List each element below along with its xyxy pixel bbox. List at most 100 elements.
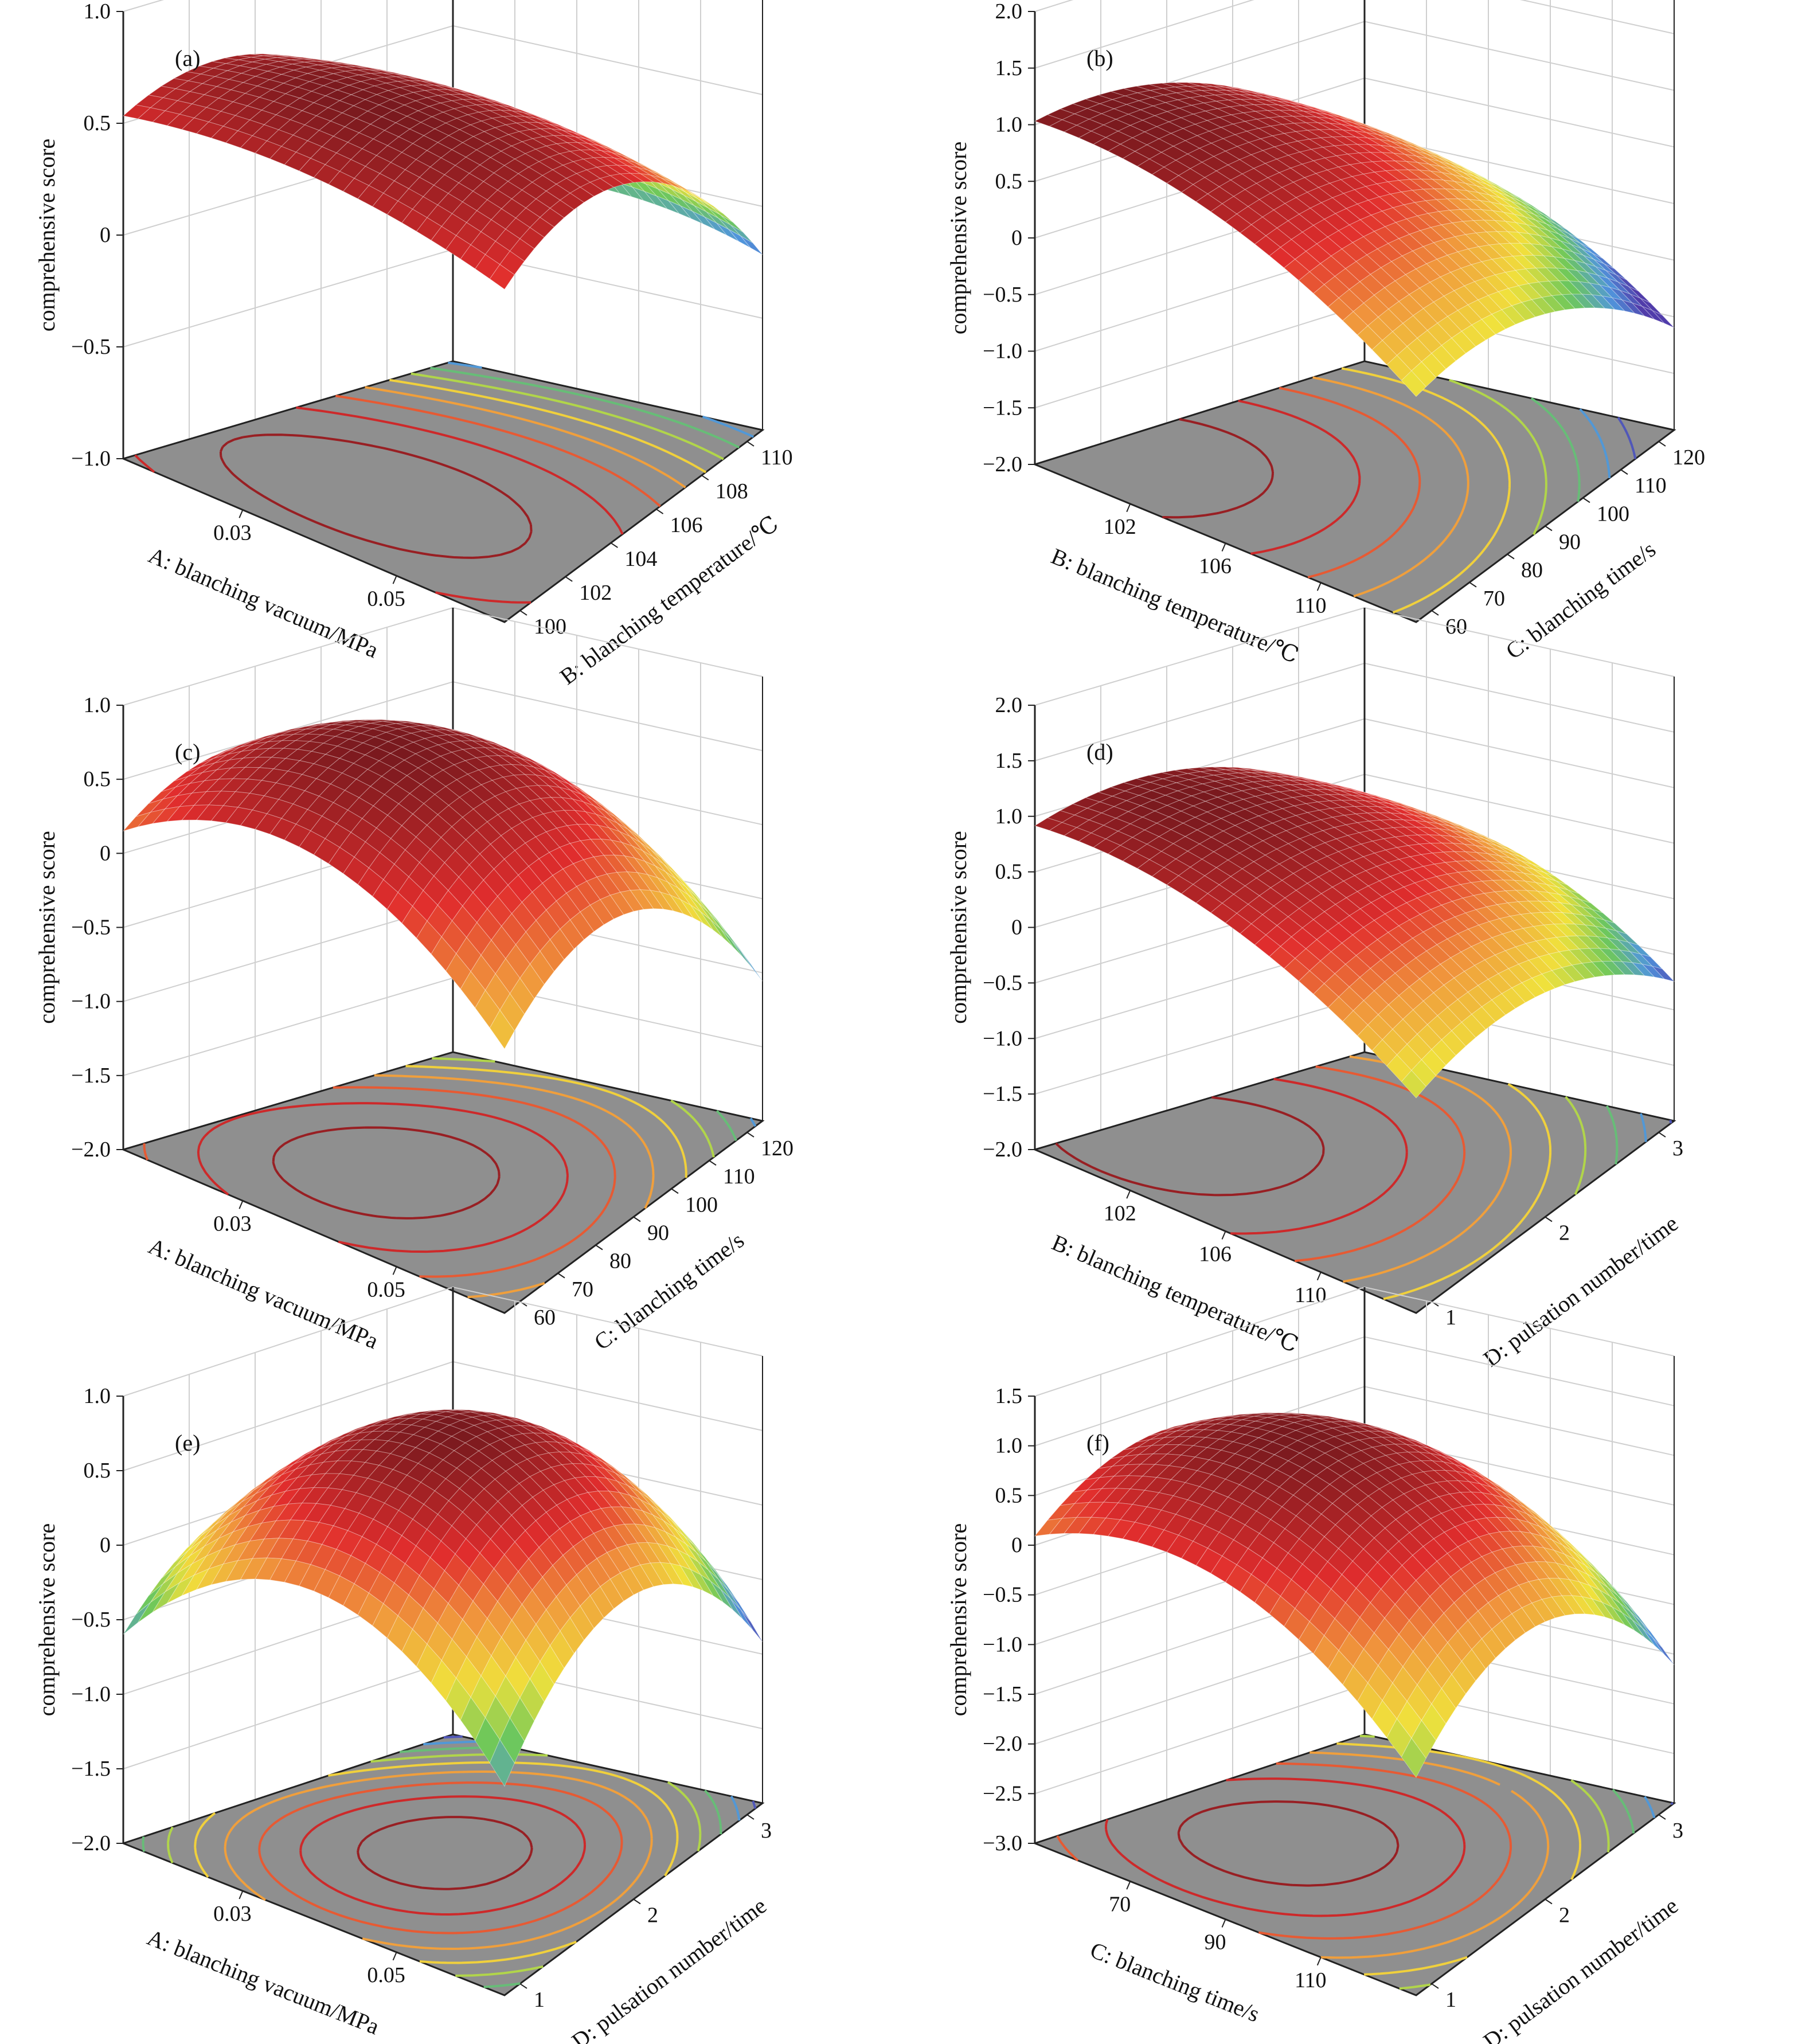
- gridline: [1364, 718, 1675, 788]
- x-tick: [1316, 1272, 1322, 1281]
- contour-line: [389, 378, 707, 474]
- y-tick-label: 120: [761, 1136, 793, 1160]
- gridline: [452, 1287, 763, 1357]
- contour-line: [1579, 408, 1611, 478]
- contour-line: [1530, 397, 1581, 502]
- surface-patch: [1431, 345, 1456, 370]
- surface-patch: [1561, 1595, 1586, 1615]
- gridline: [123, 977, 454, 1076]
- contour-line: [1238, 400, 1361, 555]
- contour-line: [448, 361, 754, 438]
- surface-patch: [1591, 1598, 1616, 1621]
- x-tick: [1316, 582, 1322, 591]
- y-tick-label: 90: [1559, 530, 1581, 554]
- surface-patch: [670, 1563, 694, 1588]
- y-tick-label: 104: [624, 547, 657, 571]
- contour-line: [1617, 417, 1637, 459]
- y-tick-label: 100: [1597, 502, 1629, 526]
- floor-contours: [134, 361, 754, 604]
- z-tick-label: 1.0: [995, 1434, 1023, 1458]
- contour-line: [219, 433, 533, 559]
- panel-label: (b): [1086, 45, 1113, 71]
- z-tick-label: −1.0: [983, 1026, 1022, 1050]
- y-tick: [656, 509, 664, 514]
- surface-patch: [1641, 1627, 1665, 1655]
- z-tick-label: 0: [100, 1533, 111, 1557]
- surface-patch: [1652, 310, 1675, 328]
- gridline: [123, 903, 454, 1002]
- gridline: [1364, 607, 1675, 677]
- x-tick-label: 0.05: [367, 587, 405, 611]
- z-tick-label: 1.0: [995, 804, 1023, 828]
- y-tick-label: 90: [647, 1221, 669, 1245]
- y-tick-label: 2: [1559, 1904, 1570, 1928]
- surface-patch: [730, 1598, 753, 1630]
- y-tick-label: 2: [1559, 1221, 1570, 1245]
- contour-line: [1312, 376, 1469, 597]
- x-tick: [1126, 503, 1131, 513]
- z-tick-label: −0.5: [983, 283, 1022, 307]
- z-tick-label: −1.0: [983, 1632, 1022, 1656]
- surface-patch: [1431, 1039, 1456, 1066]
- x-axis-label: A: blanching vacuum/MPa: [144, 1924, 383, 2039]
- surface-patch: [540, 939, 565, 972]
- surface-patch: [1561, 294, 1586, 309]
- contour-line: [1309, 1751, 1550, 1959]
- x-axis-label: C: blanching time/s: [1086, 1937, 1263, 2027]
- contour-line: [357, 1816, 533, 1890]
- contour-line: [1056, 1762, 1512, 1940]
- y-tick-label: 110: [761, 445, 793, 470]
- surface-patch: [489, 264, 515, 290]
- z-tick-label: 0.5: [84, 1459, 111, 1483]
- gridline: [1364, 21, 1675, 91]
- y-tick: [1545, 525, 1553, 531]
- y-tick: [1545, 1898, 1553, 1905]
- z-axis-label: comprehensive score: [945, 142, 971, 335]
- gridline: [1034, 0, 1254, 69]
- gridline: [452, 1361, 763, 1431]
- y-axis-label: C: blanching time/s: [1501, 536, 1660, 664]
- surface-patch: [1441, 1674, 1467, 1709]
- contour-line: [1104, 1777, 1466, 1917]
- surface-patch: [1401, 1070, 1426, 1099]
- contour-floor: [1032, 1051, 1676, 1314]
- contour-line: [299, 1795, 587, 1916]
- z-tick-label: 0.5: [995, 1483, 1023, 1507]
- surface-patch: [740, 235, 763, 255]
- y-tick-label: 70: [1483, 587, 1505, 611]
- surface-patch: [720, 928, 743, 957]
- gridline: [1364, 1386, 1675, 1456]
- z-tick-label: −0.5: [71, 1608, 111, 1632]
- z-tick-label: −1.5: [983, 396, 1022, 420]
- surface-patch: [689, 1569, 714, 1597]
- gridline: [123, 1361, 454, 1471]
- surface-patch: [609, 173, 635, 185]
- surface-patch: [549, 200, 575, 218]
- contour-floor: [1032, 360, 1676, 623]
- contour-floor: [120, 1733, 765, 1996]
- x-tick-label: 0.03: [213, 521, 252, 545]
- y-tick: [1582, 497, 1590, 503]
- contour-line: [365, 386, 686, 488]
- surface-patch: [489, 1009, 515, 1050]
- surface-patch: [1571, 1595, 1596, 1616]
- y-tick-label: 3: [761, 1819, 772, 1843]
- back-walls: [122, 607, 763, 1150]
- contour-line: [335, 394, 661, 507]
- gridline: [452, 681, 763, 752]
- x-tick-label: 0.03: [213, 1902, 252, 1926]
- contour-line: [134, 406, 624, 604]
- z-tick-label: 0.5: [84, 767, 111, 791]
- z-tick-label: −0.5: [71, 335, 111, 359]
- contour-line: [432, 1057, 715, 1158]
- y-tick: [595, 1244, 603, 1250]
- contour-line: [1670, 1802, 1674, 1805]
- x-tick-label: 90: [1205, 1930, 1226, 1955]
- panel-label: (c): [175, 739, 200, 765]
- z-tick-label: −2.5: [983, 1781, 1022, 1805]
- x-tick: [1221, 543, 1226, 552]
- surface-patch: [1581, 1596, 1605, 1617]
- gridline: [123, 607, 454, 706]
- surface-patch: [1581, 962, 1605, 978]
